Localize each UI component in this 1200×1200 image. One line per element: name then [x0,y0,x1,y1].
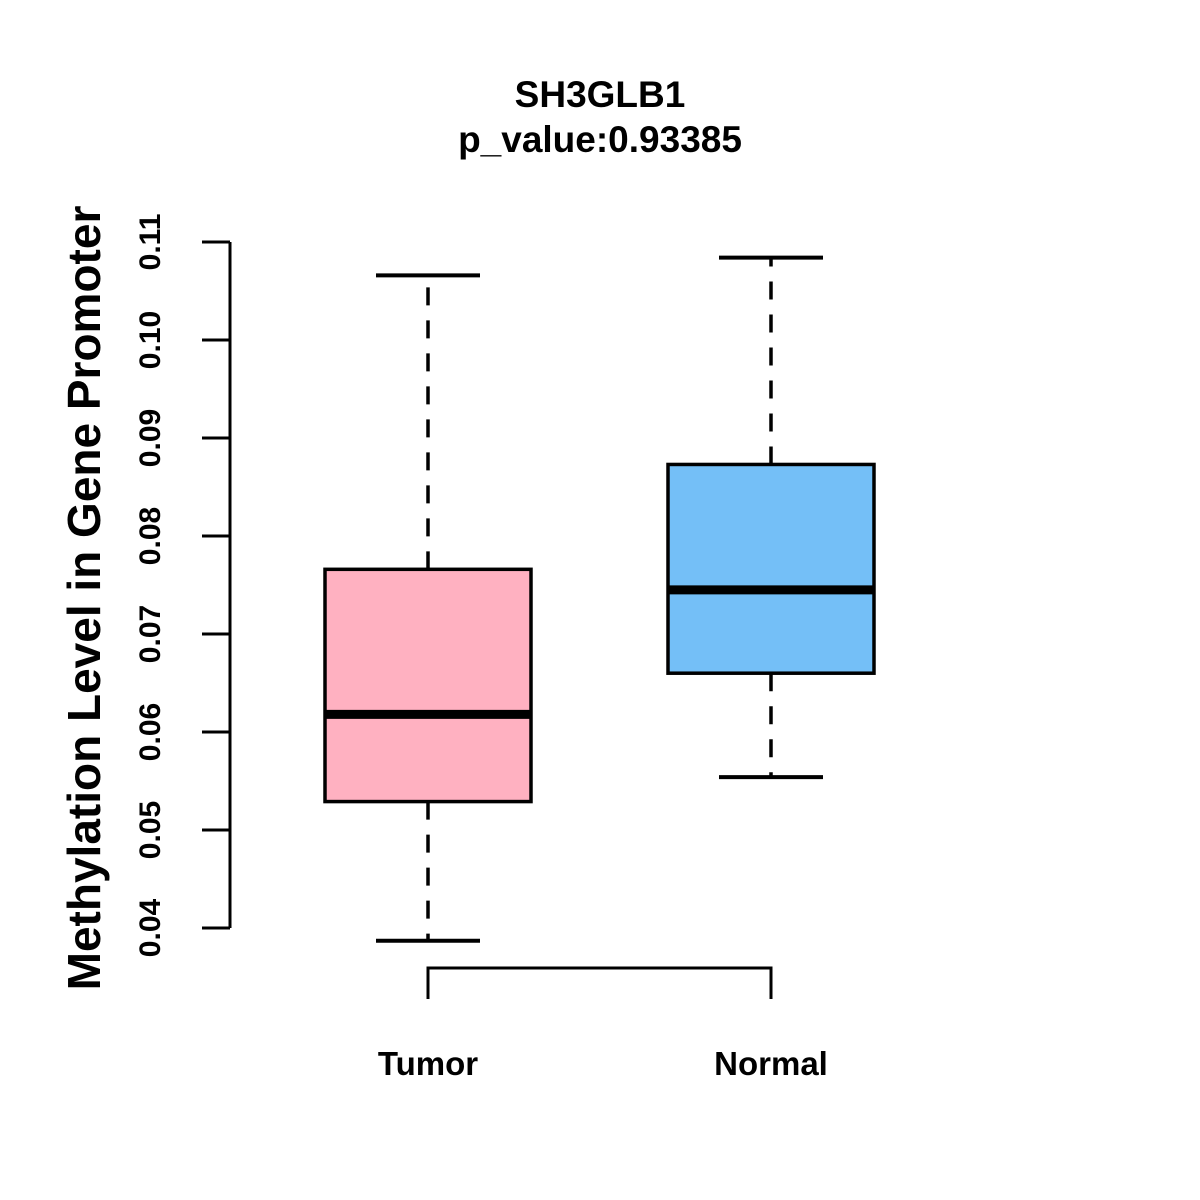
chart-title: SH3GLB1 [514,74,686,115]
y-tick-label-0.05: 0.05 [134,801,167,859]
y-tick-label-0.04: 0.04 [134,898,167,957]
y-tick-label-0.10: 0.10 [134,311,167,369]
x-category-label-tumor: Tumor [378,1045,478,1082]
iqr-box-normal [666,462,876,675]
iqr-box-tumor [323,567,533,804]
chart-subtitle-pvalue: p_value:0.93385 [458,119,742,160]
y-tick-label-0.09: 0.09 [134,409,167,467]
y-tick-label-0.07: 0.07 [134,605,167,663]
y-tick-label-0.08: 0.08 [134,507,167,565]
comparison-bracket [426,966,773,999]
y-tick-label-0.11: 0.11 [134,214,167,271]
y-tick-label-0.06: 0.06 [134,703,167,761]
x-category-label-normal: Normal [714,1045,828,1082]
